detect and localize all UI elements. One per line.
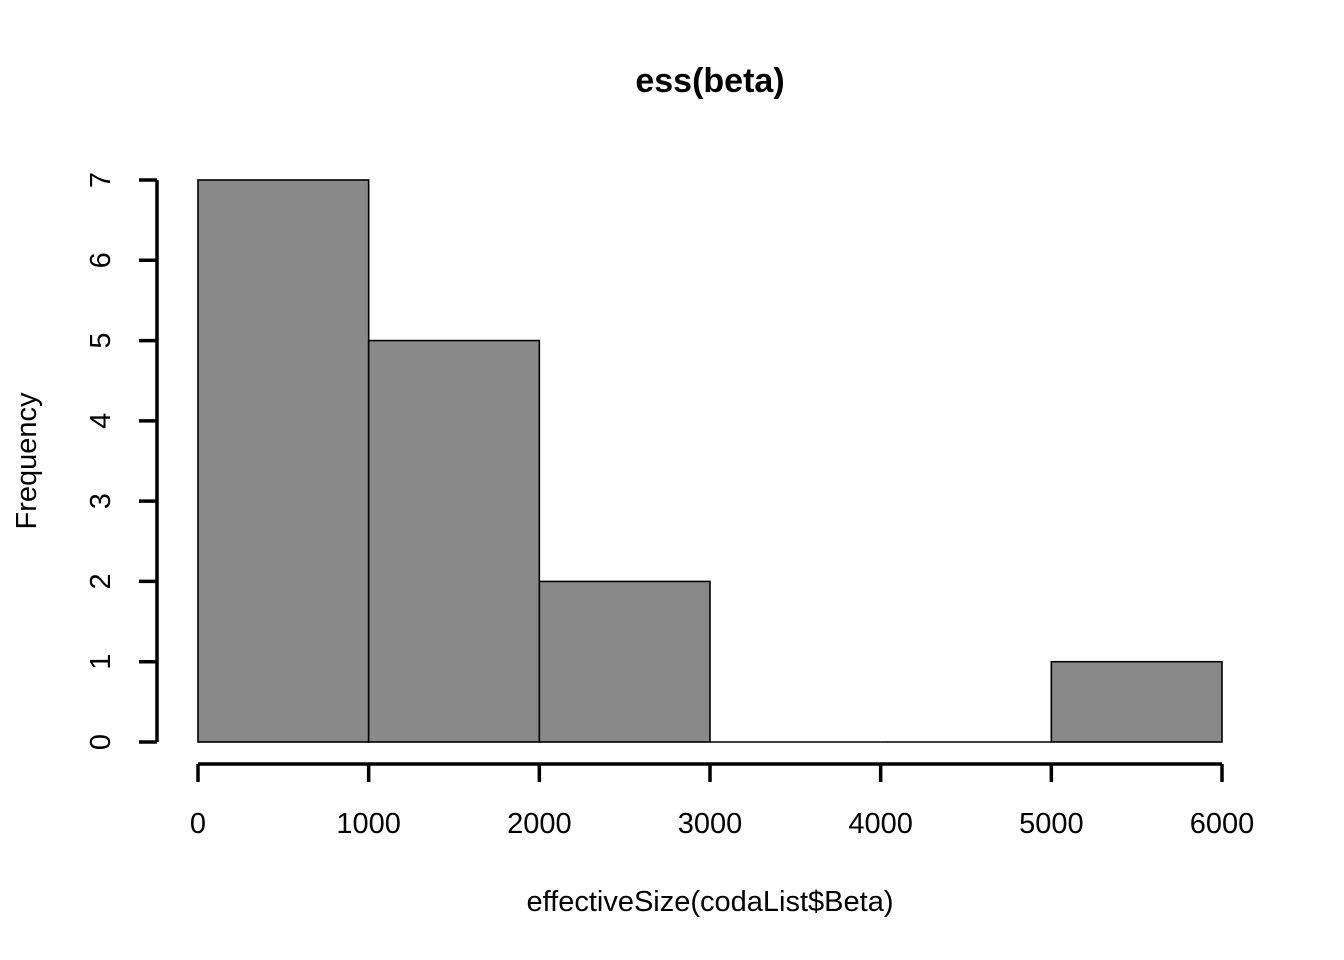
y-tick-label-3: 3: [85, 493, 117, 509]
bars-group: [197, 179, 1223, 743]
x-axis-label: effectiveSize(codaList$Beta): [526, 886, 893, 918]
y-axis: 0 1 2 3 4 5 6 7: [85, 172, 159, 750]
x-tick-label-4: 4000: [848, 808, 913, 840]
histogram-bar-5: [1050, 660, 1223, 743]
histogram-bar-0: [197, 179, 370, 743]
y-tick-label-5: 5: [85, 333, 117, 349]
y-tick-label-7: 7: [85, 172, 117, 188]
histogram-bar-1: [367, 339, 541, 743]
y-tick-label-1: 1: [85, 654, 117, 670]
y-tick-label-4: 4: [85, 413, 117, 429]
x-tick-label-6: 6000: [1190, 808, 1255, 840]
x-axis: 0 1000 2000 3000 4000 5000 6000: [190, 762, 1255, 840]
y-tick-label-6: 6: [85, 252, 117, 268]
y-axis-label: Frequency: [11, 392, 43, 530]
chart-title: ess(beta): [635, 62, 784, 100]
x-tick-label-1: 1000: [336, 808, 401, 840]
x-tick-label-0: 0: [190, 808, 206, 840]
x-tick-label-5: 5000: [1019, 808, 1084, 840]
histogram-bar-2: [538, 580, 711, 743]
y-tick-label-2: 2: [85, 573, 117, 589]
x-tick-label-3: 3000: [678, 808, 743, 840]
y-tick-label-0: 0: [85, 734, 117, 750]
x-tick-label-2: 2000: [507, 808, 572, 840]
